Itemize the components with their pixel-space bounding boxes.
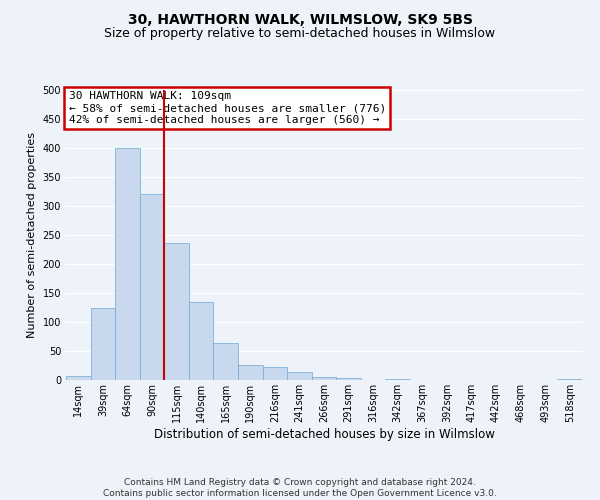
- Text: 30 HAWTHORN WALK: 109sqm
← 58% of semi-detached houses are smaller (776)
42% of : 30 HAWTHORN WALK: 109sqm ← 58% of semi-d…: [68, 92, 386, 124]
- Bar: [189, 302, 214, 380]
- Bar: [164, 243, 189, 380]
- Y-axis label: Number of semi-detached properties: Number of semi-detached properties: [27, 132, 37, 338]
- Bar: [312, 377, 336, 380]
- Text: 30, HAWTHORN WALK, WILMSLOW, SK9 5BS: 30, HAWTHORN WALK, WILMSLOW, SK9 5BS: [128, 12, 473, 26]
- Bar: [238, 365, 263, 380]
- Bar: [214, 343, 238, 380]
- Text: Size of property relative to semi-detached houses in Wilmslow: Size of property relative to semi-detach…: [104, 28, 496, 40]
- X-axis label: Distribution of semi-detached houses by size in Wilmslow: Distribution of semi-detached houses by …: [154, 428, 494, 440]
- Bar: [91, 308, 115, 380]
- Bar: [287, 372, 312, 380]
- Bar: [115, 148, 140, 380]
- Bar: [336, 378, 361, 380]
- Bar: [66, 376, 91, 380]
- Bar: [263, 367, 287, 380]
- Bar: [140, 194, 164, 380]
- Text: Contains HM Land Registry data © Crown copyright and database right 2024.
Contai: Contains HM Land Registry data © Crown c…: [103, 478, 497, 498]
